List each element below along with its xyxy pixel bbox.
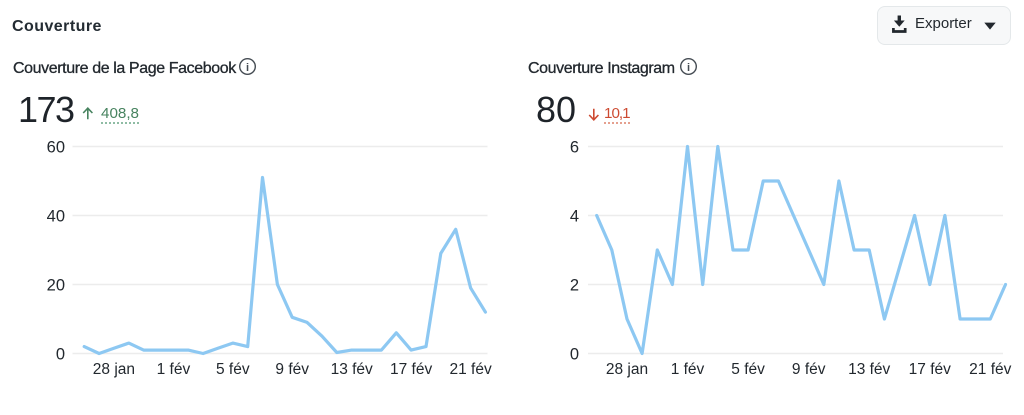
svg-text:21 fév: 21 fév — [449, 361, 491, 378]
svg-text:13 fév: 13 fév — [848, 361, 890, 378]
svg-text:9 fév: 9 fév — [275, 361, 309, 378]
svg-text:28 jan: 28 jan — [93, 361, 135, 378]
svg-text:9 fév: 9 fév — [792, 361, 826, 378]
svg-text:13 fév: 13 fév — [331, 361, 373, 378]
svg-text:0: 0 — [56, 346, 65, 364]
svg-text:60: 60 — [47, 139, 65, 157]
svg-text:20: 20 — [47, 277, 65, 295]
svg-text:5 fév: 5 fév — [731, 361, 765, 378]
svg-text:2: 2 — [570, 277, 579, 295]
svg-text:17 fév: 17 fév — [390, 361, 432, 378]
svg-text:1 fév: 1 fév — [157, 361, 191, 378]
svg-text:0: 0 — [570, 346, 579, 364]
svg-text:28 jan: 28 jan — [606, 361, 648, 378]
svg-text:4: 4 — [570, 208, 579, 226]
svg-text:5 fév: 5 fév — [216, 361, 250, 378]
svg-text:1 fév: 1 fév — [671, 361, 705, 378]
svg-text:i: i — [246, 62, 249, 74]
svg-text:i: i — [687, 62, 690, 74]
svg-text:17 fév: 17 fév — [909, 361, 951, 378]
svg-text:21 fév: 21 fév — [969, 361, 1011, 378]
svg-text:40: 40 — [47, 208, 65, 226]
svg-text:6: 6 — [570, 139, 579, 157]
